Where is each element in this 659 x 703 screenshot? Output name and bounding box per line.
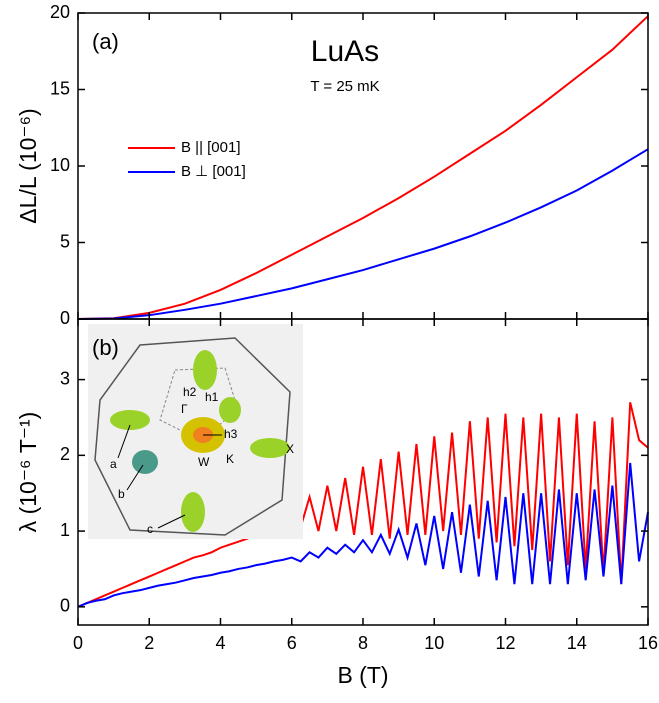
inset-label: h1 (205, 390, 219, 404)
inset-label: K (226, 452, 234, 466)
brillouin-zone (94, 337, 291, 536)
inset-label: a (110, 457, 117, 471)
panel-label: (b) (92, 335, 119, 360)
x-tick-label: 4 (215, 633, 225, 653)
y-tick-label: 1 (60, 520, 70, 540)
legend-label: B ⊥ [001] (181, 163, 246, 180)
y-axis-label: λ (10⁻⁶ T⁻¹) (15, 412, 41, 533)
chart-subtitle: T = 25 mK (310, 78, 379, 95)
pocket (110, 410, 150, 430)
legend-label: B || [001] (181, 139, 241, 156)
pocket (219, 397, 241, 423)
data-line (77, 148, 649, 320)
y-tick-label: 5 (60, 231, 70, 251)
inset-label: X (286, 442, 294, 456)
y-tick-label: 0 (60, 596, 70, 616)
y-tick-label: 0 (60, 308, 70, 328)
inset-label: h3 (224, 427, 238, 441)
pointer (117, 424, 131, 459)
y-tick-label: 15 (50, 78, 70, 98)
data-line (77, 462, 649, 608)
pointer (157, 514, 186, 529)
chart-title: LuAs (311, 35, 379, 68)
y-tick-label: 3 (60, 368, 70, 388)
x-tick-label: 6 (287, 633, 297, 653)
inset: h2 h1 Γ h3 W K X a b c (88, 324, 303, 539)
inset-label: h2 (183, 385, 197, 399)
x-axis-label: B (T) (337, 662, 388, 688)
x-tick-label: 16 (638, 633, 658, 653)
inset-label: Γ (181, 402, 188, 416)
plot-lines (77, 15, 649, 320)
inset-label: W (198, 455, 210, 469)
y-tick-label: 2 (60, 444, 70, 464)
pointer (126, 464, 144, 491)
y-axis-label: ΔL/L (10⁻⁶) (15, 108, 41, 223)
data-line (77, 402, 649, 608)
pocket (250, 438, 290, 458)
x-tick-label: 0 (73, 633, 83, 653)
pocket (181, 492, 205, 532)
inset-label: c (147, 522, 153, 536)
pocket (132, 450, 158, 474)
x-tick-label: 10 (424, 633, 444, 653)
y-tick-label: 10 (50, 155, 70, 175)
pocket (193, 350, 217, 390)
data-line (77, 15, 649, 320)
x-tick-label: 2 (144, 633, 154, 653)
y-tick-label: 20 (50, 2, 70, 22)
panel-label: (a) (92, 29, 119, 54)
x-tick-label: 14 (567, 633, 587, 653)
plot-lines (77, 402, 649, 608)
x-tick-label: 12 (495, 633, 515, 653)
x-tick-label: 8 (358, 633, 368, 653)
inset-label: b (118, 487, 125, 501)
